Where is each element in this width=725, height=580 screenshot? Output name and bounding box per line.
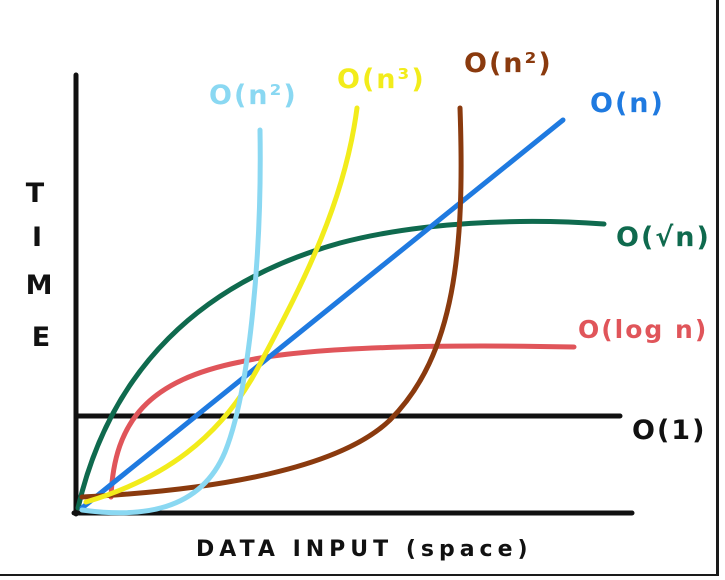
label-constant: O(1) (632, 415, 706, 446)
x-axis-label: DATA INPUT (space) (196, 537, 533, 562)
curve-cubic (83, 105, 360, 505)
y-label-char-1: T (26, 178, 46, 209)
y-label-char-2: I (32, 222, 44, 253)
curve-quad-brown (79, 105, 464, 500)
label-quad-blue: O(n²) (209, 80, 298, 111)
curve-linear (79, 117, 566, 511)
curve-log (108, 343, 577, 500)
label-quad-brown: O(n²) (464, 48, 553, 79)
y-axis-label: T I M E (26, 178, 55, 353)
y-label-char-3: M (26, 270, 55, 301)
label-cubic: O(n³) (337, 64, 426, 95)
curve-sqrt (75, 218, 607, 511)
label-linear: O(n) (590, 88, 665, 119)
y-label-char-4: E (32, 322, 52, 353)
curve-quad-blue (79, 127, 263, 516)
label-log: O(log n) (578, 315, 708, 344)
label-sqrt: O(√n) (616, 222, 711, 253)
